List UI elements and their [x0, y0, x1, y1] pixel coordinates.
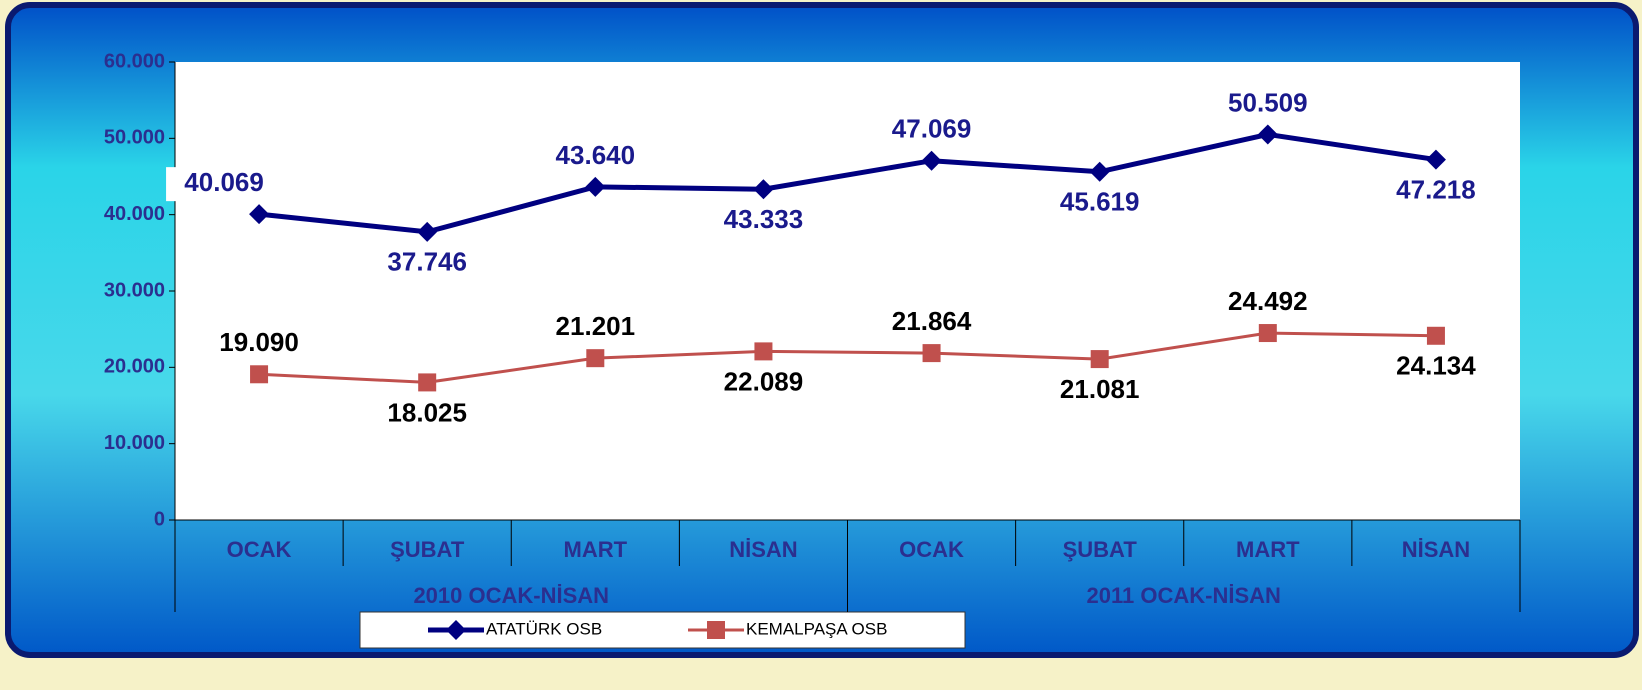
y-tick-label: 50.000: [104, 127, 165, 149]
point: [417, 221, 438, 242]
data-label: 21.201: [556, 311, 636, 341]
x-tick-label: ŞUBAT: [1063, 537, 1138, 562]
point: [753, 179, 774, 200]
data-label: 47.218: [1396, 174, 1476, 204]
x-tick-label: MART: [1236, 537, 1300, 562]
data-label: 50.509: [1228, 87, 1308, 117]
point: [585, 176, 606, 197]
y-tick-label: 30.000: [104, 279, 165, 301]
data-label: 18.025: [387, 397, 467, 427]
y-tick-label: 20.000: [104, 356, 165, 378]
point: [1090, 350, 1109, 369]
x-tick-label: NİSAN: [729, 537, 797, 562]
point: [922, 344, 941, 363]
x-tick-label: OCAK: [227, 537, 292, 562]
x-tick-label: NİSAN: [1402, 537, 1470, 562]
point: [921, 150, 942, 171]
group-label: 2011 OCAK-NİSAN: [1087, 583, 1281, 608]
y-tick-label: 60.000: [104, 50, 165, 72]
label-bg: [166, 167, 283, 202]
point: [1426, 326, 1445, 345]
data-label: 40.069: [184, 167, 264, 197]
x-tick-label: ŞUBAT: [390, 537, 465, 562]
point: [1425, 149, 1446, 170]
point: [418, 373, 437, 392]
data-label: 47.069: [892, 114, 972, 144]
point: [586, 349, 605, 368]
group-label: 2010 OCAK-NİSAN: [413, 583, 609, 608]
data-label: 43.640: [556, 140, 636, 170]
point: [754, 342, 773, 361]
data-label: 22.089: [724, 366, 804, 396]
data-label: 43.333: [724, 204, 804, 234]
legend-label: KEMALPAŞA OSB: [746, 619, 887, 638]
data-label: 45.619: [1060, 187, 1140, 217]
data-label: 19.090: [219, 327, 299, 357]
legend-label: ATATÜRK OSB: [486, 619, 602, 638]
x-tick-label: MART: [564, 537, 628, 562]
plot-area: [175, 62, 1520, 520]
data-label: 24.134: [1396, 351, 1476, 381]
data-label: 21.081: [1060, 374, 1140, 404]
point: [250, 365, 269, 384]
data-label: 37.746: [387, 247, 467, 277]
series-line: [258, 331, 1436, 384]
data-label: 21.864: [892, 306, 972, 336]
y-tick-label: 10.000: [104, 432, 165, 454]
series-line: [258, 131, 1437, 235]
point: [707, 621, 725, 639]
point: [1089, 161, 1110, 182]
y-tick-label: 40.000: [104, 203, 165, 225]
point: [1257, 124, 1278, 145]
point: [446, 620, 466, 640]
y-tick-label: 0: [154, 508, 165, 530]
x-tick-label: OCAK: [899, 537, 964, 562]
point: [249, 204, 270, 225]
point: [1258, 324, 1277, 343]
data-label: 24.492: [1228, 286, 1308, 316]
